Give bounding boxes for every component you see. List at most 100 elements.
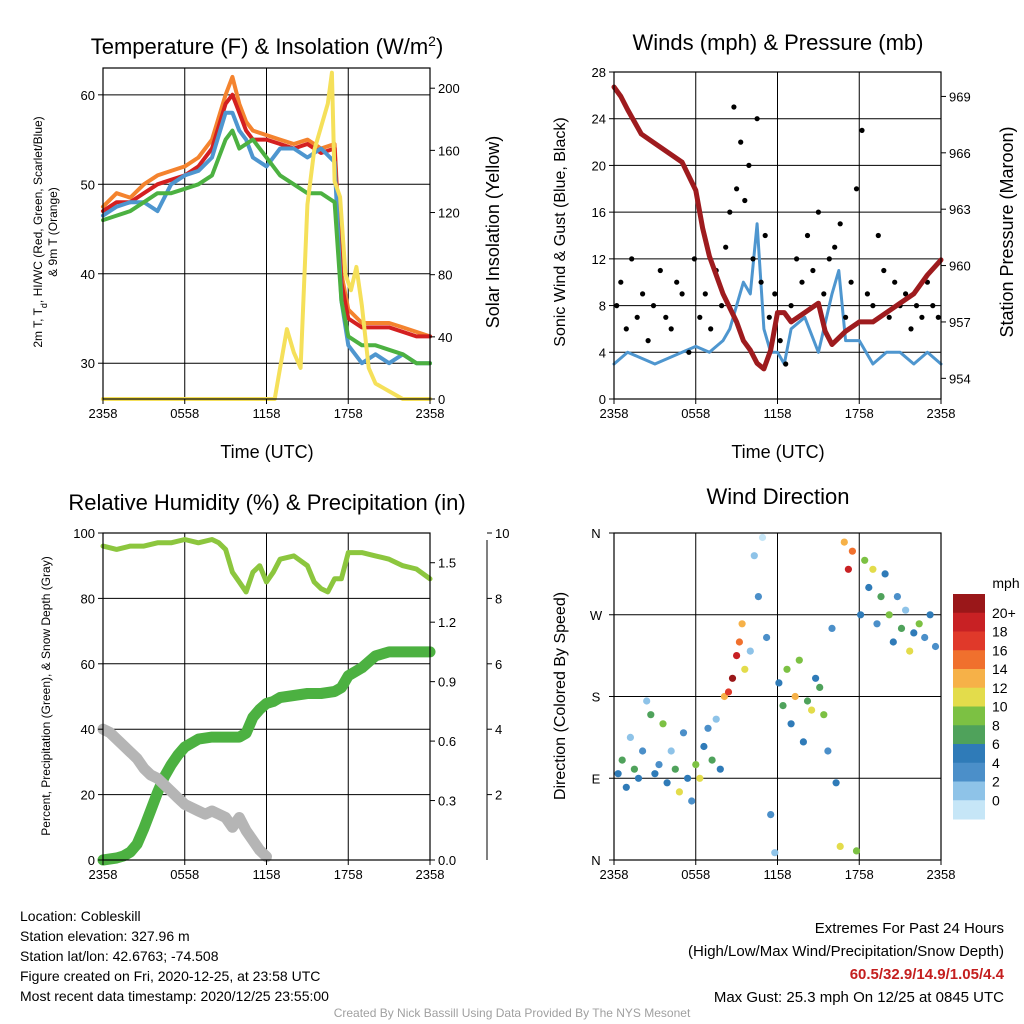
gust-point: [742, 197, 748, 204]
gust-point: [848, 279, 854, 285]
rh-ytick-label: 80: [81, 591, 95, 606]
gust-point: [837, 221, 843, 227]
colorbar-swatch: [953, 650, 985, 670]
gust-point: [634, 314, 640, 320]
gust-point: [777, 338, 783, 344]
insolation-ytick-label: 200: [438, 81, 460, 96]
gust-point: [826, 256, 832, 262]
gust-point: [783, 361, 789, 367]
direction-point: [643, 697, 651, 705]
direction-point: [926, 611, 934, 619]
dir-ytick-label: N: [591, 526, 600, 541]
wind-panel: Winds (mph) & Pressure (mb) Time (UTC) S…: [552, 30, 1017, 462]
gust-point: [734, 186, 740, 192]
gust-point: [731, 104, 737, 110]
gust-point: [746, 162, 752, 168]
direction-point: [795, 656, 803, 664]
gust-point: [810, 267, 816, 274]
gust-point: [859, 127, 865, 133]
temperature-ylabel: 2m T, Td, HI/WC (Red, Green, Scarlet/Blu…: [31, 116, 49, 347]
direction-point: [663, 779, 671, 787]
direction-point: [655, 761, 663, 769]
direction-point: [779, 702, 787, 710]
dir-xtick-label: 1758: [845, 867, 874, 882]
temperature-panel: Temperature (F) & Insolation (W/m2) Time…: [31, 33, 503, 462]
direction-point: [897, 624, 906, 633]
insolation-ytick-label: 120: [438, 206, 460, 221]
rh-ytick-label: 60: [81, 657, 95, 672]
gust-point: [804, 232, 811, 239]
direction-point: [746, 647, 754, 655]
direction-panel: Wind Direction Direction (Colored By Spe…: [552, 484, 1020, 800]
pressure-ytick-label: 954: [949, 371, 971, 386]
direction-point: [651, 770, 659, 778]
gust-point: [788, 303, 794, 309]
direction-point: [634, 774, 643, 782]
direction-point: [716, 765, 724, 773]
wind-series-line-2: [611, 84, 944, 372]
temp-xtick-label: 2358: [89, 406, 118, 421]
colorbar-label: 2: [992, 774, 1000, 790]
wind-ytick-label: 16: [592, 205, 606, 220]
direction-title: Wind Direction: [706, 484, 849, 509]
gust-point: [697, 314, 703, 320]
colorbar-label: 4: [992, 755, 1000, 771]
extremes-values: 60.5/32.9/14.9/1.05/4.4: [849, 966, 1004, 983]
direction-point: [728, 674, 737, 682]
direction-point: [803, 697, 812, 705]
direction-point: [700, 742, 708, 751]
gust-point: [762, 232, 768, 239]
direction-point: [708, 756, 716, 764]
colorbar-swatch: [953, 669, 985, 689]
gust-point: [864, 291, 871, 297]
snow-ytick-label: 2: [495, 788, 502, 803]
insolation-ytick-label: 80: [438, 268, 452, 283]
snow-ytick-label: 6: [495, 657, 502, 672]
gust-point: [799, 279, 805, 285]
direction-point: [626, 733, 635, 742]
direction-point: [758, 533, 767, 542]
direction-point: [647, 711, 655, 719]
wind-ytick-label: 8: [599, 299, 606, 314]
gust-point: [772, 291, 778, 297]
dir-frame: [614, 533, 941, 860]
gust-point: [870, 303, 876, 309]
colorbar-swatch: [953, 744, 985, 764]
pressure-ytick-label: 969: [949, 89, 971, 104]
rh-series-line-1: [97, 646, 436, 866]
direction-point: [869, 565, 877, 573]
gust-point: [913, 303, 920, 309]
rh-series-line-0: [100, 537, 433, 595]
dir-ytick-label: S: [592, 690, 601, 705]
figure-created: Figure created on Fri, 2020-12-25, at 23…: [20, 968, 321, 984]
precip-ytick-label: 1.5: [438, 556, 456, 571]
temp-xtick-label: 2358: [416, 406, 445, 421]
direction-point: [824, 747, 832, 755]
temp-series-line-1: [101, 92, 432, 339]
direction-point: [893, 593, 902, 601]
rh-xtick-label: 1158: [253, 867, 281, 882]
temperature-title: Temperature (F) & Insolation (W/m2): [91, 33, 444, 59]
direction-point: [733, 652, 741, 660]
gust-point: [691, 256, 698, 262]
dir-xtick-label: 1158: [764, 867, 792, 882]
humidity-panel: Relative Humidity (%) & Precipitation (i…: [39, 490, 466, 836]
direction-point: [767, 811, 775, 819]
direction-point: [820, 711, 828, 719]
gust-point: [766, 314, 772, 320]
gust-point: [919, 314, 925, 320]
direction-point: [832, 779, 840, 787]
direction-point: [704, 724, 712, 732]
gust-point: [738, 139, 744, 145]
colorbar-swatch: [953, 612, 985, 632]
humidity-title: Relative Humidity (%) & Precipitation (i…: [68, 490, 465, 515]
humidity-ylabel: Percent, Precipitation (Green), & Snow D…: [39, 556, 53, 835]
direction-point: [724, 688, 733, 696]
direction-point: [775, 679, 783, 687]
direction-point: [791, 692, 799, 701]
direction-point: [763, 633, 771, 642]
station-elevation: Station elevation: 327.96 m: [20, 928, 190, 944]
direction-point: [844, 565, 853, 573]
gust-point: [679, 291, 685, 297]
pressure-ytick-label: 963: [949, 202, 971, 217]
